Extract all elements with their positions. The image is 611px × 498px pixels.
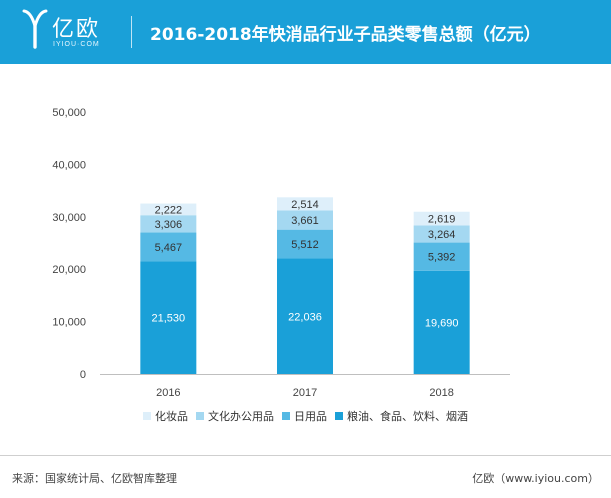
y-tick-label: 20,000 bbox=[52, 264, 86, 276]
bar-segment bbox=[413, 211, 470, 226]
source-note: 来源：国家统计局、亿欧智库整理 bbox=[12, 472, 177, 485]
legend-swatch bbox=[335, 412, 343, 420]
x-tick-label: 2018 bbox=[429, 387, 453, 399]
data-label: 3,264 bbox=[428, 229, 456, 241]
data-label: 2,222 bbox=[155, 204, 183, 216]
x-tick-label: 2017 bbox=[293, 387, 317, 399]
bar-segment bbox=[277, 197, 333, 211]
chart-legend: 化妆品 文化办公用品 日用品 粮油、食品、饮料、烟酒 bbox=[0, 408, 611, 424]
x-tick-label: 2016 bbox=[156, 387, 180, 399]
data-label: 3,661 bbox=[291, 215, 319, 227]
bar-segment bbox=[140, 203, 197, 216]
bar-segment bbox=[277, 229, 333, 259]
y-tick-label: 50,000 bbox=[52, 107, 86, 119]
y-tick-label: 10,000 bbox=[52, 317, 86, 329]
legend-entry: 日用品 bbox=[282, 408, 327, 424]
data-label: 3,306 bbox=[155, 219, 183, 231]
y-tick-label: 30,000 bbox=[52, 212, 86, 224]
legend-entry: 化妆品 bbox=[143, 408, 188, 424]
data-label: 2,514 bbox=[291, 199, 319, 211]
data-label: 19,690 bbox=[425, 317, 459, 329]
bar-segment bbox=[140, 215, 197, 233]
legend-label: 化妆品 bbox=[155, 410, 188, 423]
header-banner: 亿欧 IYIOU·COM 2016-2018年快消品行业子品类零售总额（亿元） bbox=[0, 0, 611, 64]
legend-label: 文化办公用品 bbox=[208, 410, 274, 423]
legend-entry: 文化办公用品 bbox=[196, 408, 274, 424]
data-label: 2,619 bbox=[428, 214, 456, 226]
data-label: 5,512 bbox=[291, 239, 319, 251]
bar-segment bbox=[277, 210, 333, 230]
legend-swatch bbox=[196, 412, 204, 420]
data-label: 21,530 bbox=[152, 313, 186, 325]
y-tick-label: 0 bbox=[80, 369, 86, 381]
logo-y-icon bbox=[22, 9, 48, 49]
bar-segment bbox=[140, 261, 197, 374]
stacked-bar-chart: 0 10,000 20,000 30,000 40,000 50,000 21,530 5,4… bbox=[52, 107, 510, 399]
legend-label: 日用品 bbox=[294, 410, 327, 423]
logo-domain: IYIOU·COM bbox=[53, 41, 100, 48]
y-tick-label: 40,000 bbox=[52, 159, 86, 171]
bar-segment bbox=[413, 242, 470, 271]
data-label: 22,036 bbox=[288, 311, 322, 323]
logo-text: 亿欧 bbox=[52, 17, 101, 42]
data-label: 5,467 bbox=[155, 242, 183, 254]
bar-segment bbox=[140, 232, 197, 262]
bar-segment bbox=[277, 258, 333, 374]
bar-segment bbox=[413, 270, 470, 374]
legend-swatch bbox=[143, 412, 151, 420]
footer-divider bbox=[0, 455, 611, 456]
bar-segment bbox=[413, 225, 470, 243]
header-divider bbox=[131, 16, 132, 48]
page-title: 2016-2018年快消品行业子品类零售总额（亿元） bbox=[150, 25, 541, 45]
data-label: 5,392 bbox=[428, 252, 456, 264]
legend-label: 粮油、食品、饮料、烟酒 bbox=[347, 410, 468, 423]
legend-swatch bbox=[282, 412, 290, 420]
legend-entry: 粮油、食品、饮料、烟酒 bbox=[335, 408, 468, 424]
footer-brand: 亿欧（www.iyiou.com） bbox=[472, 472, 599, 485]
